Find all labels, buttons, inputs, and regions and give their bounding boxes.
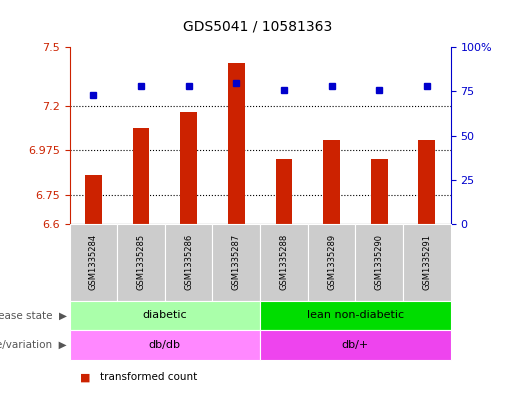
Text: GSM1335285: GSM1335285 xyxy=(136,234,145,290)
Text: GSM1335288: GSM1335288 xyxy=(280,234,288,290)
Text: db/+: db/+ xyxy=(342,340,369,350)
Text: GSM1335286: GSM1335286 xyxy=(184,234,193,290)
Text: db/db: db/db xyxy=(149,340,181,350)
Text: lean non-diabetic: lean non-diabetic xyxy=(307,310,404,320)
Bar xyxy=(133,128,149,224)
Text: ■: ■ xyxy=(80,372,90,382)
Bar xyxy=(419,140,435,224)
Text: GDS5041 / 10581363: GDS5041 / 10581363 xyxy=(183,20,332,34)
Text: GSM1335284: GSM1335284 xyxy=(89,234,98,290)
Bar xyxy=(180,112,197,224)
Bar xyxy=(276,159,292,224)
Bar xyxy=(85,175,101,224)
Text: GSM1335290: GSM1335290 xyxy=(375,234,384,290)
Text: transformed count: transformed count xyxy=(100,372,198,382)
Bar xyxy=(228,63,245,224)
Text: genotype/variation  ▶: genotype/variation ▶ xyxy=(0,340,67,350)
Text: GSM1335287: GSM1335287 xyxy=(232,234,241,290)
Text: disease state  ▶: disease state ▶ xyxy=(0,310,67,320)
Text: GSM1335291: GSM1335291 xyxy=(422,234,431,290)
Text: diabetic: diabetic xyxy=(143,310,187,320)
Text: GSM1335289: GSM1335289 xyxy=(327,234,336,290)
Bar xyxy=(323,140,340,224)
Bar xyxy=(371,159,387,224)
